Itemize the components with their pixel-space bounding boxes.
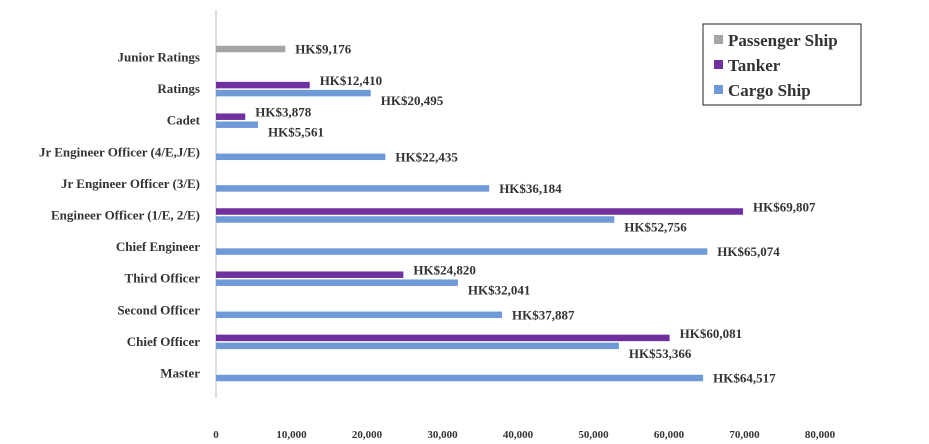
bar: [216, 279, 458, 286]
data-label: HK$32,041: [468, 283, 530, 298]
category-labels: Master Chief Officer Second Officer Third O…: [39, 50, 201, 381]
data-label: HK$12,410: [320, 73, 382, 88]
data-label: HK$53,366: [629, 346, 692, 361]
bar: [216, 311, 503, 319]
bar: [216, 334, 670, 342]
x-tick-label: 0: [213, 429, 219, 441]
legend-entry: Cargo Ship: [728, 81, 811, 100]
legend-entry: Tanker: [728, 56, 781, 75]
category-label: Jr Engineer Officer (4/E,J/E): [39, 144, 200, 159]
data-label: HK$37,887: [512, 307, 575, 322]
category-label: Master: [160, 366, 200, 381]
x-tick-label: 80,000: [805, 429, 836, 441]
legend-swatch: [714, 35, 723, 44]
data-label: HK$5,561: [268, 125, 324, 140]
category-label: Ratings: [157, 81, 200, 96]
x-tick-label: 30,000: [427, 429, 458, 441]
legend: Passenger Ship Tanker Cargo Ship: [702, 23, 862, 106]
bar: [216, 271, 404, 278]
data-label: HK$60,081: [680, 326, 742, 341]
data-label: HK$9,176: [295, 42, 351, 57]
category-label: Engineer Officer (1/E, 2/E): [51, 208, 200, 223]
bar: [216, 113, 246, 120]
bar: [216, 208, 744, 215]
data-label: HK$24,820: [413, 263, 475, 278]
category-label: Second Officer: [117, 302, 200, 317]
x-tick-label: 60,000: [654, 429, 685, 441]
data-labels: HK$64,517 HK$60,081 HK$53,366 HK$37,887 HK$2…: [255, 42, 816, 386]
x-tick-label: 40,000: [503, 429, 534, 441]
legend-box: [702, 23, 862, 106]
category-label: Cadet: [167, 113, 201, 128]
category-label: Junior Ratings: [118, 50, 200, 65]
category-label: Jr Engineer Officer (3/E): [61, 176, 200, 191]
legend-entry: Passenger Ship: [728, 31, 838, 50]
data-label: HK$52,756: [624, 220, 687, 235]
bar: [216, 342, 619, 350]
x-tick-label: 50,000: [578, 429, 609, 441]
category-label: Chief Engineer: [116, 239, 200, 254]
x-tick-label: 10,000: [276, 429, 307, 441]
bar: [216, 81, 310, 89]
data-label: HK$36,184: [499, 181, 562, 196]
data-label: HK$69,807: [753, 200, 816, 215]
data-label: HK$22,435: [395, 149, 458, 164]
x-tick-label: 20,000: [352, 429, 383, 441]
legend-swatch: [714, 60, 723, 69]
bar: [216, 248, 708, 255]
x-tick-label: 70,000: [729, 429, 760, 441]
bar: [216, 185, 490, 192]
legend-swatch: [714, 85, 723, 94]
bar: [216, 121, 258, 128]
category-label: Chief Officer: [127, 334, 201, 349]
bar: [216, 216, 615, 223]
bar: [216, 153, 386, 161]
bar: [216, 89, 371, 97]
x-tick-labels: 0 10,000 20,000 30,000 40,000 50,000 60,000 70,…: [213, 429, 835, 441]
bar: [216, 45, 286, 53]
bars: [216, 45, 744, 382]
bar: [216, 374, 704, 382]
data-label: HK$20,495: [381, 93, 444, 108]
data-label: HK$65,074: [717, 244, 780, 259]
category-label: Third Officer: [125, 271, 201, 286]
data-label: HK$3,878: [255, 105, 311, 120]
data-label: HK$64,517: [713, 371, 776, 386]
